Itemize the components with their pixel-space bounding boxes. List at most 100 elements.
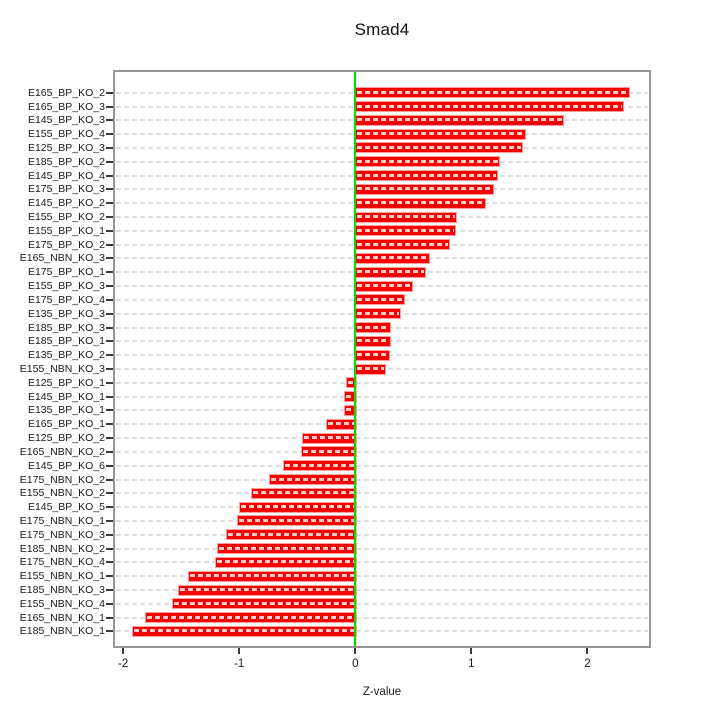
- y-axis-tick: [106, 91, 113, 94]
- y-axis-tick: [106, 146, 113, 149]
- y-axis-tick: [106, 437, 113, 440]
- bar-dash-pattern: [357, 201, 485, 205]
- category-label: E175_BP_KO_1: [27, 266, 105, 279]
- category-label: E125_BP_KO_1: [27, 376, 105, 389]
- bar-dash-pattern: [357, 284, 412, 288]
- bar-E165_NBN_KO_1: [145, 612, 358, 624]
- plot-border-box: [113, 70, 651, 648]
- bar-dash-pattern: [271, 477, 356, 481]
- category-label: E155_NBN_KO_4: [19, 597, 105, 610]
- bar-E175_BP_KO_4: [355, 294, 405, 306]
- bar-E165_BP_KO_2: [355, 87, 631, 99]
- bar-dash-pattern: [328, 422, 356, 426]
- x-axis-tick: [238, 648, 241, 654]
- bar-dash-pattern: [345, 408, 356, 412]
- y-axis-tick: [106, 271, 113, 274]
- category-label: E165_NBN_KO_3: [19, 252, 105, 265]
- bar-E165_NBN_KO_2: [300, 446, 358, 458]
- y-axis-tick: [106, 188, 113, 191]
- bar-dash-pattern: [303, 436, 356, 440]
- gridline: [116, 519, 648, 522]
- bar-E155_BP_KO_1: [355, 225, 456, 237]
- bar-E145_BP_KO_4: [355, 170, 498, 182]
- category-label: E185_BP_KO_3: [27, 321, 105, 334]
- gridline: [116, 464, 648, 467]
- category-label: E165_NBN_KO_2: [19, 445, 105, 458]
- gridline: [116, 395, 648, 398]
- y-axis-tick: [106, 312, 113, 315]
- gridline: [116, 450, 648, 453]
- y-axis-tick: [106, 547, 113, 550]
- gridline: [116, 547, 648, 550]
- y-axis-tick: [106, 119, 113, 122]
- y-axis-tick: [106, 589, 113, 592]
- bar-dash-pattern: [357, 325, 389, 329]
- bar-E175_NBN_KO_2: [269, 474, 358, 486]
- category-label: E145_BP_KO_3: [27, 114, 105, 127]
- bar-E145_BP_KO_2: [355, 197, 487, 209]
- bar-E185_BP_KO_1: [355, 335, 391, 347]
- category-label: E155_NBN_KO_3: [19, 363, 105, 375]
- x-axis-tick: [122, 648, 125, 654]
- bar-dash-pattern: [179, 588, 356, 592]
- bar-E185_BP_KO_3: [355, 322, 391, 334]
- category-label: E155_NBN_KO_2: [19, 487, 105, 500]
- bar-dash-pattern: [134, 629, 356, 633]
- y-axis-tick: [106, 133, 113, 136]
- category-label: E175_NBN_KO_4: [19, 556, 105, 569]
- category-label: E165_BP_KO_3: [27, 100, 105, 113]
- category-label: E165_NBN_KO_1: [19, 611, 105, 624]
- bar-E155_NBN_KO_4: [171, 598, 358, 610]
- y-axis-tick: [106, 409, 113, 412]
- bar-E175_BP_KO_1: [355, 266, 426, 278]
- bar-E125_BP_KO_3: [355, 142, 524, 154]
- bar-dash-pattern: [348, 380, 356, 384]
- category-label: E175_BP_KO_2: [27, 238, 105, 251]
- y-axis-tick: [106, 561, 113, 564]
- x-axis-tick: [586, 648, 589, 654]
- bar-E165_BP_KO_3: [355, 101, 625, 112]
- bar-dash-pattern: [219, 546, 356, 550]
- bar-E175_BP_KO_3: [355, 183, 495, 195]
- category-label: E155_BP_KO_3: [27, 280, 105, 293]
- bar-dash-pattern: [285, 463, 356, 467]
- category-label: E145_BP_KO_4: [27, 169, 105, 182]
- y-axis-tick: [106, 105, 113, 108]
- bar-E135_BP_KO_3: [355, 308, 402, 320]
- y-axis-tick: [106, 160, 113, 163]
- bar-dash-pattern: [357, 367, 385, 370]
- category-label: E175_NBN_KO_1: [19, 514, 105, 527]
- bar-E155_BP_KO_2: [355, 211, 458, 223]
- bar-dash-pattern: [216, 560, 356, 564]
- gridline: [116, 478, 648, 481]
- y-axis-tick: [106, 519, 113, 522]
- bar-dash-pattern: [357, 104, 623, 108]
- bar-E155_NBN_KO_3: [355, 363, 387, 375]
- y-axis-tick: [106, 285, 113, 288]
- bar-dash-pattern: [302, 449, 356, 453]
- gridline: [116, 575, 648, 578]
- gridline: [116, 437, 648, 440]
- bar-dash-pattern: [357, 215, 456, 219]
- gridline: [116, 492, 648, 495]
- gridline: [116, 630, 648, 633]
- category-label: E155_BP_KO_1: [27, 224, 105, 237]
- x-axis-tick: [354, 648, 357, 654]
- category-label: E145_BP_KO_6: [27, 459, 105, 472]
- gridline: [116, 602, 648, 605]
- gridline: [116, 506, 648, 509]
- x-axis-tick-label: -2: [118, 658, 129, 670]
- gridline: [116, 616, 648, 619]
- bar-E135_BP_KO_1: [343, 404, 358, 416]
- y-axis-tick: [106, 575, 113, 578]
- bar-dash-pattern: [357, 270, 424, 274]
- y-axis-tick: [106, 243, 113, 246]
- category-label: E185_NBN_KO_3: [19, 584, 105, 597]
- bar-E155_NBN_KO_1: [188, 570, 358, 582]
- y-axis-tick: [106, 506, 113, 509]
- bar-E155_NBN_KO_2: [250, 487, 358, 499]
- bar-E155_BP_KO_3: [355, 280, 414, 292]
- bar-E185_NBN_KO_1: [132, 625, 358, 637]
- bar-dash-pattern: [241, 505, 356, 509]
- y-axis-tick: [106, 492, 113, 495]
